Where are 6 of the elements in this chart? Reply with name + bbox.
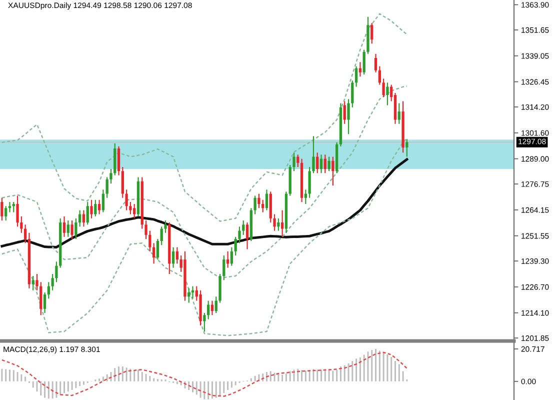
candlestick bbox=[8, 202, 12, 212]
line-series bbox=[1, 86, 408, 279]
candlestick bbox=[191, 286, 194, 299]
line-series bbox=[1, 138, 408, 336]
line-series bbox=[0, 158, 408, 248]
line-series bbox=[1, 13, 408, 222]
